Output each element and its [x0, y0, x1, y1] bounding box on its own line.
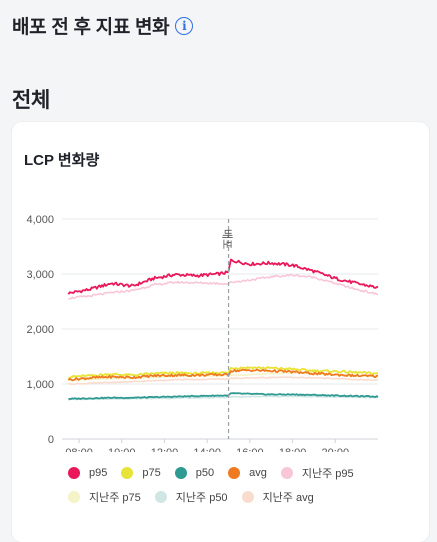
x-tick-label: 16:00 — [236, 447, 264, 452]
y-tick-label: 4,000 — [26, 214, 54, 226]
legend-item[interactable]: p95 — [68, 464, 107, 482]
legend-dot — [154, 491, 167, 503]
legend-dot — [280, 467, 293, 479]
y-tick-label: 0 — [48, 434, 54, 446]
info-circle-icon[interactable]: i — [175, 16, 194, 35]
series-line-3 — [68, 392, 379, 400]
chart-title: LCP 변화량 — [24, 152, 100, 169]
x-tick-label: 12:00 — [151, 447, 179, 452]
series-line-8 — [68, 376, 379, 386]
legend-dot — [228, 467, 241, 479]
y-tick-label: 3,000 — [26, 269, 54, 281]
series-line-5 — [68, 273, 379, 300]
legend-item[interactable]: 지난주 p50 — [154, 488, 228, 506]
legend-label: 지난주 p95 — [301, 468, 354, 480]
page-header: 배포 전 후 지표 변화 i — [12, 12, 194, 39]
x-tick-label: 18:00 — [279, 447, 307, 452]
y-tick-label: 2,000 — [26, 324, 54, 336]
lcp-line-chart: 0 1,000 2,000 3,000 4,000 08:00 10:00 12:00 14:0… — [26, 214, 379, 452]
legend-item[interactable]: 지난주 p95 — [280, 464, 354, 482]
legend-label: p50 — [195, 467, 215, 479]
legend-dot — [68, 491, 80, 503]
series-line-1 — [67, 258, 379, 295]
y-tick-label: 1,000 — [26, 379, 54, 391]
legend-item[interactable]: p50 — [174, 464, 215, 482]
section-title: 전체 — [12, 89, 51, 112]
legend-label: 지난주 p50 — [175, 492, 228, 504]
legend-dot — [241, 491, 254, 503]
legend-label: p95 — [89, 467, 108, 479]
deploy-marker-label: 배포 — [221, 229, 234, 249]
legend-dot — [121, 467, 134, 479]
x-tick-label: 08:00 — [65, 447, 93, 452]
legend-label: avg — [249, 467, 267, 479]
legend-label: p75 — [142, 467, 161, 479]
series-line-2 — [68, 366, 379, 379]
series-line-4 — [67, 368, 379, 382]
legend-dot — [174, 467, 187, 479]
x-tick-label: 14:00 — [193, 447, 221, 452]
legend-dot — [68, 467, 80, 479]
legend-item[interactable]: 지난주 avg — [241, 488, 314, 506]
x-tick-label: 20:00 — [322, 447, 350, 452]
legend-item[interactable]: p75 — [121, 464, 161, 482]
chart-card: LCP 변화량 0 1,000 2,000 3,000 4,000 08:00 10:00 1… — [12, 122, 429, 542]
x-tick-label: 10:00 — [108, 447, 136, 452]
legend-item[interactable]: avg — [228, 464, 267, 482]
legend-label: 지난주 avg — [262, 492, 314, 504]
legend-item[interactable]: 지난주 p75 — [68, 488, 141, 506]
page-title: 배포 전 후 지표 변화 — [12, 17, 170, 38]
legend-label: 지난주 p75 — [89, 492, 141, 504]
chart-legend: p95 p75 p50 avg 지난주 p95 지난주 p75 지난주 p50 지난주 avg — [68, 464, 398, 506]
